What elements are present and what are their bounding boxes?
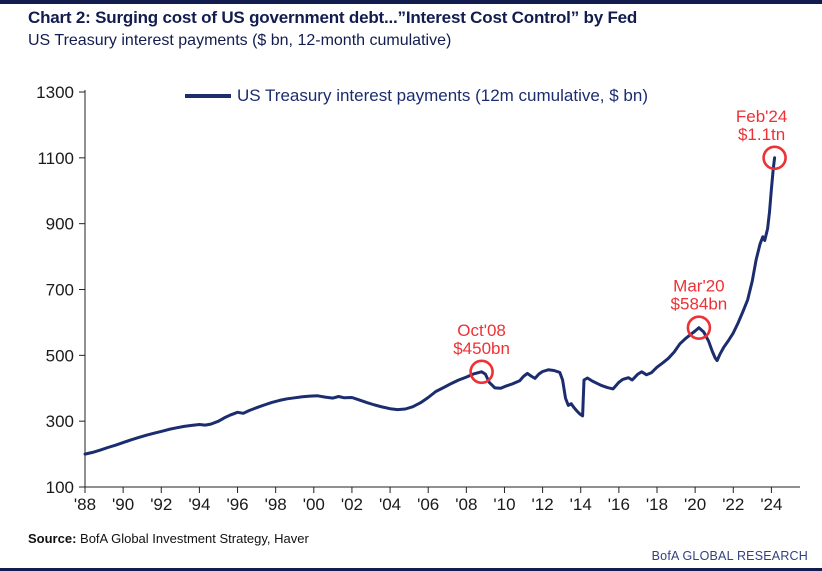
- x-tick-label: '08: [455, 495, 477, 514]
- chart-title: Chart 2: Surging cost of US government d…: [28, 8, 638, 27]
- top-rule: [0, 0, 822, 4]
- source-label: Source:: [28, 531, 77, 546]
- x-tick-label: '22: [722, 495, 744, 514]
- bottom-rule: [0, 568, 822, 571]
- x-tick-label: '92: [150, 495, 172, 514]
- annotation-label: Mar'20: [673, 277, 724, 296]
- x-tick-label: '88: [74, 495, 96, 514]
- x-tick-label: '14: [570, 495, 592, 514]
- x-tick-label: '24: [760, 495, 782, 514]
- x-tick-label: '10: [493, 495, 515, 514]
- x-tick-label: '98: [265, 495, 287, 514]
- annotation-circle: [469, 359, 494, 385]
- annotation-label: $1.1tn: [738, 125, 785, 144]
- x-tick-label: '94: [188, 495, 210, 514]
- y-tick-label: 300: [46, 412, 74, 431]
- x-tick-label: '18: [646, 495, 668, 514]
- source-text: BofA Global Investment Strategy, Haver: [76, 531, 309, 546]
- series-line: [83, 156, 777, 456]
- x-tick-label: '16: [608, 495, 630, 514]
- line-chart: 100 300 500 700 900 1100 1300 '88 '90 '92 '94 '96 '9…: [36, 83, 800, 514]
- y-tick-label: 700: [46, 281, 74, 300]
- x-tick-label: '20: [684, 495, 706, 514]
- annotation-label: Feb'24: [736, 107, 787, 126]
- annotation-label: $584bn: [671, 295, 728, 314]
- x-tick-label: '00: [303, 495, 325, 514]
- y-tick-label: 500: [46, 346, 74, 365]
- y-tick-label: 1100: [37, 149, 74, 168]
- x-tick-label: '02: [341, 495, 363, 514]
- y-tick-label: 900: [46, 215, 74, 234]
- annotation-circle: [686, 315, 712, 341]
- x-tick-label: '04: [379, 495, 401, 514]
- source-note: Source: BofA Global Investment Strategy,…: [28, 531, 309, 546]
- y-tick-label: 1300: [36, 83, 74, 102]
- chart-subtitle: US Treasury interest payments ($ bn, 12-…: [28, 32, 452, 49]
- annotation-circle: [762, 145, 787, 171]
- annotation-label: Oct'08: [457, 321, 506, 340]
- chart-legend: US Treasury interest payments (12m cumul…: [185, 86, 648, 106]
- y-tick-label: 100: [46, 478, 74, 497]
- x-tick-label: '96: [226, 495, 248, 514]
- x-tick-label: '90: [112, 495, 134, 514]
- annotation-label: $450bn: [453, 339, 510, 358]
- x-tick-label: '12: [532, 495, 554, 514]
- brand-mark: BofA GLOBAL RESEARCH: [651, 549, 808, 563]
- legend-label: US Treasury interest payments (12m cumul…: [237, 86, 648, 105]
- legend-line-swatch: [185, 94, 231, 98]
- x-tick-label: '06: [417, 495, 439, 514]
